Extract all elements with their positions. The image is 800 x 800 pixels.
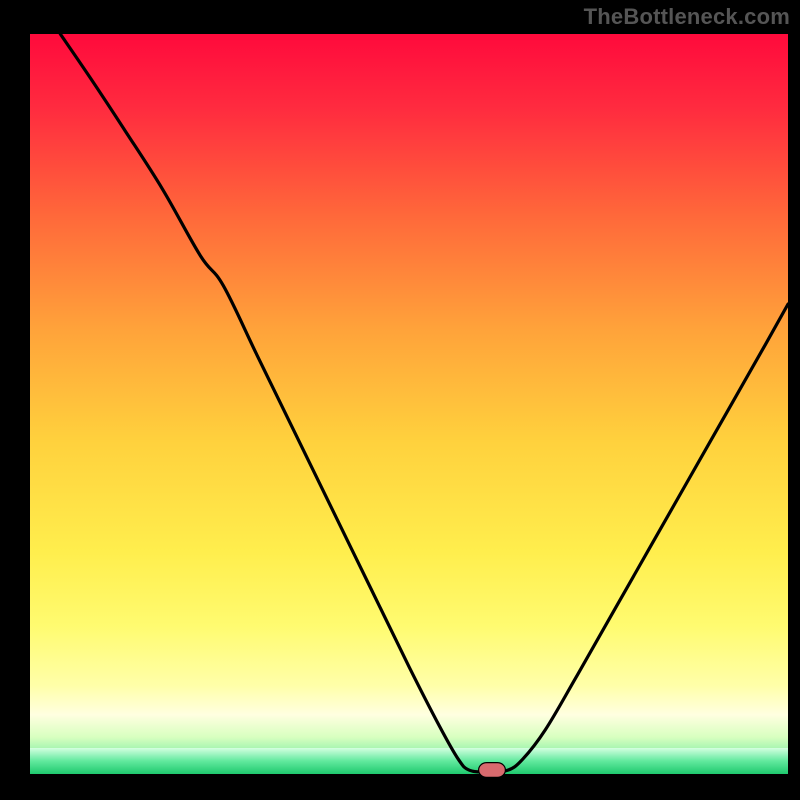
- chart-frame: TheBottleneck.com: [0, 0, 800, 800]
- watermark-text: TheBottleneck.com: [584, 4, 790, 30]
- bottleneck-curve: [30, 34, 788, 774]
- plot-area: [30, 34, 788, 774]
- optimal-point-marker: [478, 762, 506, 778]
